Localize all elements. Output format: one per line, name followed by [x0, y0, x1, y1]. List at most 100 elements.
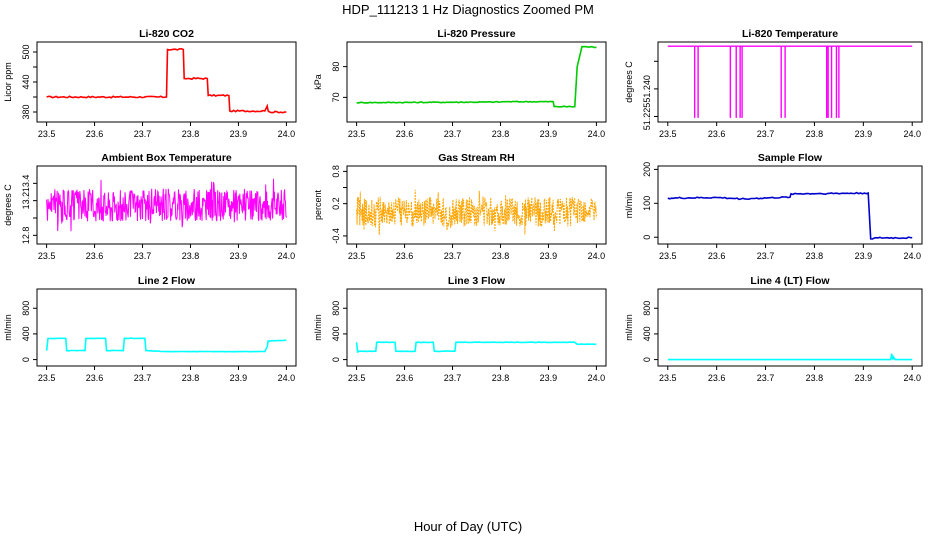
x-tick-label: 23.7 — [757, 129, 775, 139]
panel-ylabel: Licor ppm — [3, 62, 13, 102]
x-tick-label: 23.7 — [134, 129, 152, 139]
x-tick-label: 23.8 — [492, 251, 510, 261]
y-tick-label: 400 — [331, 326, 341, 341]
x-tick-label: 23.9 — [230, 251, 248, 261]
x-tick-label: 23.5 — [659, 251, 677, 261]
x-tick-label: 23.6 — [86, 373, 104, 383]
panel-ylabel: ml/min — [313, 314, 323, 341]
x-tick-label: 24.0 — [588, 373, 606, 383]
y-tick-label: 12.8 — [21, 227, 31, 245]
x-tick-label: 24.0 — [278, 251, 296, 261]
panel-ylabel: degrees C — [3, 184, 13, 226]
y-tick-label: 440 — [21, 74, 31, 89]
y-tick-label: 200 — [642, 162, 652, 177]
y-tick-label: 70 — [331, 92, 341, 102]
panel-title: Line 2 Flow — [138, 275, 196, 287]
panel-title: Li-820 CO2 — [139, 28, 194, 40]
x-tick-label: 23.5 — [38, 373, 56, 383]
x-tick-label: 23.6 — [708, 251, 726, 261]
plot-frame — [36, 288, 297, 367]
x-tick-label: 23.7 — [444, 373, 462, 383]
series-line — [356, 189, 597, 235]
y-tick-label: 100 — [642, 196, 652, 211]
x-tick-label: 23.9 — [540, 251, 558, 261]
x-tick-label: 23.5 — [348, 129, 366, 139]
x-tick-label: 23.6 — [396, 373, 414, 383]
plot-frame — [346, 165, 607, 245]
panel-ylabel: degrees C — [624, 61, 634, 103]
panel-1: Li-820 Pressure kPa 23.5 23.6 23.7 23.8 23.9 24… — [313, 28, 607, 139]
panel-title: Li-820 Pressure — [437, 28, 515, 40]
x-tick-label: 23.5 — [659, 373, 677, 383]
panel-0: Li-820 CO2 Licor ppm 23.5 23.6 23.7 23.8 23.9 2… — [3, 28, 297, 139]
x-tick-label: 24.0 — [903, 251, 921, 261]
panel-title: Sample Flow — [758, 152, 823, 164]
plot-frame — [346, 41, 607, 123]
x-tick-label: 24.0 — [903, 129, 921, 139]
series-line — [667, 191, 913, 240]
x-tick-label: 24.0 — [278, 129, 296, 139]
x-tick-label: 23.8 — [182, 373, 200, 383]
y-tick-label: 0 — [642, 235, 652, 240]
panel-title: Line 4 (LT) Flow — [750, 275, 830, 287]
x-tick-label: 23.6 — [708, 373, 726, 383]
x-tick-label: 24.0 — [588, 129, 606, 139]
x-tick-label: 23.5 — [348, 373, 366, 383]
y-tick-label: 400 — [21, 326, 31, 341]
x-tick-label: 23.5 — [38, 129, 56, 139]
y-tick-label: 400 — [642, 326, 652, 341]
figure-xlabel: Hour of Day (UTC) — [414, 519, 522, 534]
y-tick-label: 0 — [331, 357, 341, 362]
panel-title: Ambient Box Temperature — [101, 152, 232, 164]
panel-title: Li-820 Temperature — [742, 28, 838, 40]
y-tick-label: 800 — [21, 301, 31, 316]
panel-title: Gas Stream RH — [438, 152, 514, 164]
panel-2: Li-820 Temperature degrees C 23.5 23.6 23.7 2… — [624, 28, 923, 139]
x-tick-label: 23.5 — [38, 251, 56, 261]
y-tick-label: 51.240 — [642, 75, 652, 103]
x-tick-label: 23.9 — [540, 373, 558, 383]
series-line — [667, 353, 913, 361]
panel-8: Line 4 (LT) Flow ml/min 23.5 23.6 23.7 23.8 23… — [624, 275, 923, 383]
x-tick-label: 23.6 — [396, 129, 414, 139]
y-tick-label: -0.4 — [331, 228, 341, 244]
x-tick-label: 23.7 — [757, 373, 775, 383]
panels-group: Li-820 CO2 Licor ppm 23.5 23.6 23.7 23.8 23.9 2… — [3, 28, 923, 383]
series-line — [46, 47, 287, 114]
x-tick-label: 23.9 — [855, 251, 873, 261]
series-line — [667, 45, 913, 118]
series-line — [355, 341, 597, 354]
x-tick-label: 23.8 — [182, 251, 200, 261]
y-tick-label: 13.4 — [21, 175, 31, 193]
x-tick-label: 23.8 — [806, 251, 824, 261]
x-tick-label: 23.5 — [659, 129, 677, 139]
x-tick-label: 24.0 — [588, 251, 606, 261]
x-tick-label: 23.6 — [396, 251, 414, 261]
plot-frame — [36, 165, 297, 245]
y-tick-label: 380 — [21, 104, 31, 119]
x-tick-label: 24.0 — [278, 373, 296, 383]
y-tick-label: 0 — [21, 357, 31, 362]
x-tick-label: 24.0 — [903, 373, 921, 383]
x-tick-label: 23.8 — [492, 129, 510, 139]
x-tick-label: 23.8 — [806, 129, 824, 139]
panel-5: Sample Flow ml/min 23.5 23.6 23.7 23.8 23.9 24.… — [624, 152, 923, 261]
x-tick-label: 23.7 — [757, 251, 775, 261]
x-tick-label: 23.5 — [348, 251, 366, 261]
plot-frame — [346, 288, 607, 367]
y-tick-label: 0.2 — [331, 197, 341, 210]
series-line — [46, 178, 287, 232]
panel-4: Gas Stream RH percent 23.5 23.6 23.7 23.8 23.9… — [313, 152, 607, 261]
panel-ylabel: percent — [313, 189, 323, 220]
plot-frame — [657, 165, 923, 245]
panel-ylabel: kPa — [313, 74, 323, 90]
x-tick-label: 23.8 — [182, 129, 200, 139]
x-tick-label: 23.7 — [134, 251, 152, 261]
plot-frame — [657, 288, 923, 367]
panel-7: Line 3 Flow ml/min 23.5 23.6 23.7 23.8 23.9 24.… — [313, 275, 607, 383]
x-tick-label: 23.6 — [86, 251, 104, 261]
figure-title: HDP_111213 1 Hz Diagnostics Zoomed PM — [342, 2, 594, 17]
panel-ylabel: ml/min — [3, 314, 13, 341]
y-tick-label: 51.225 — [642, 103, 652, 131]
